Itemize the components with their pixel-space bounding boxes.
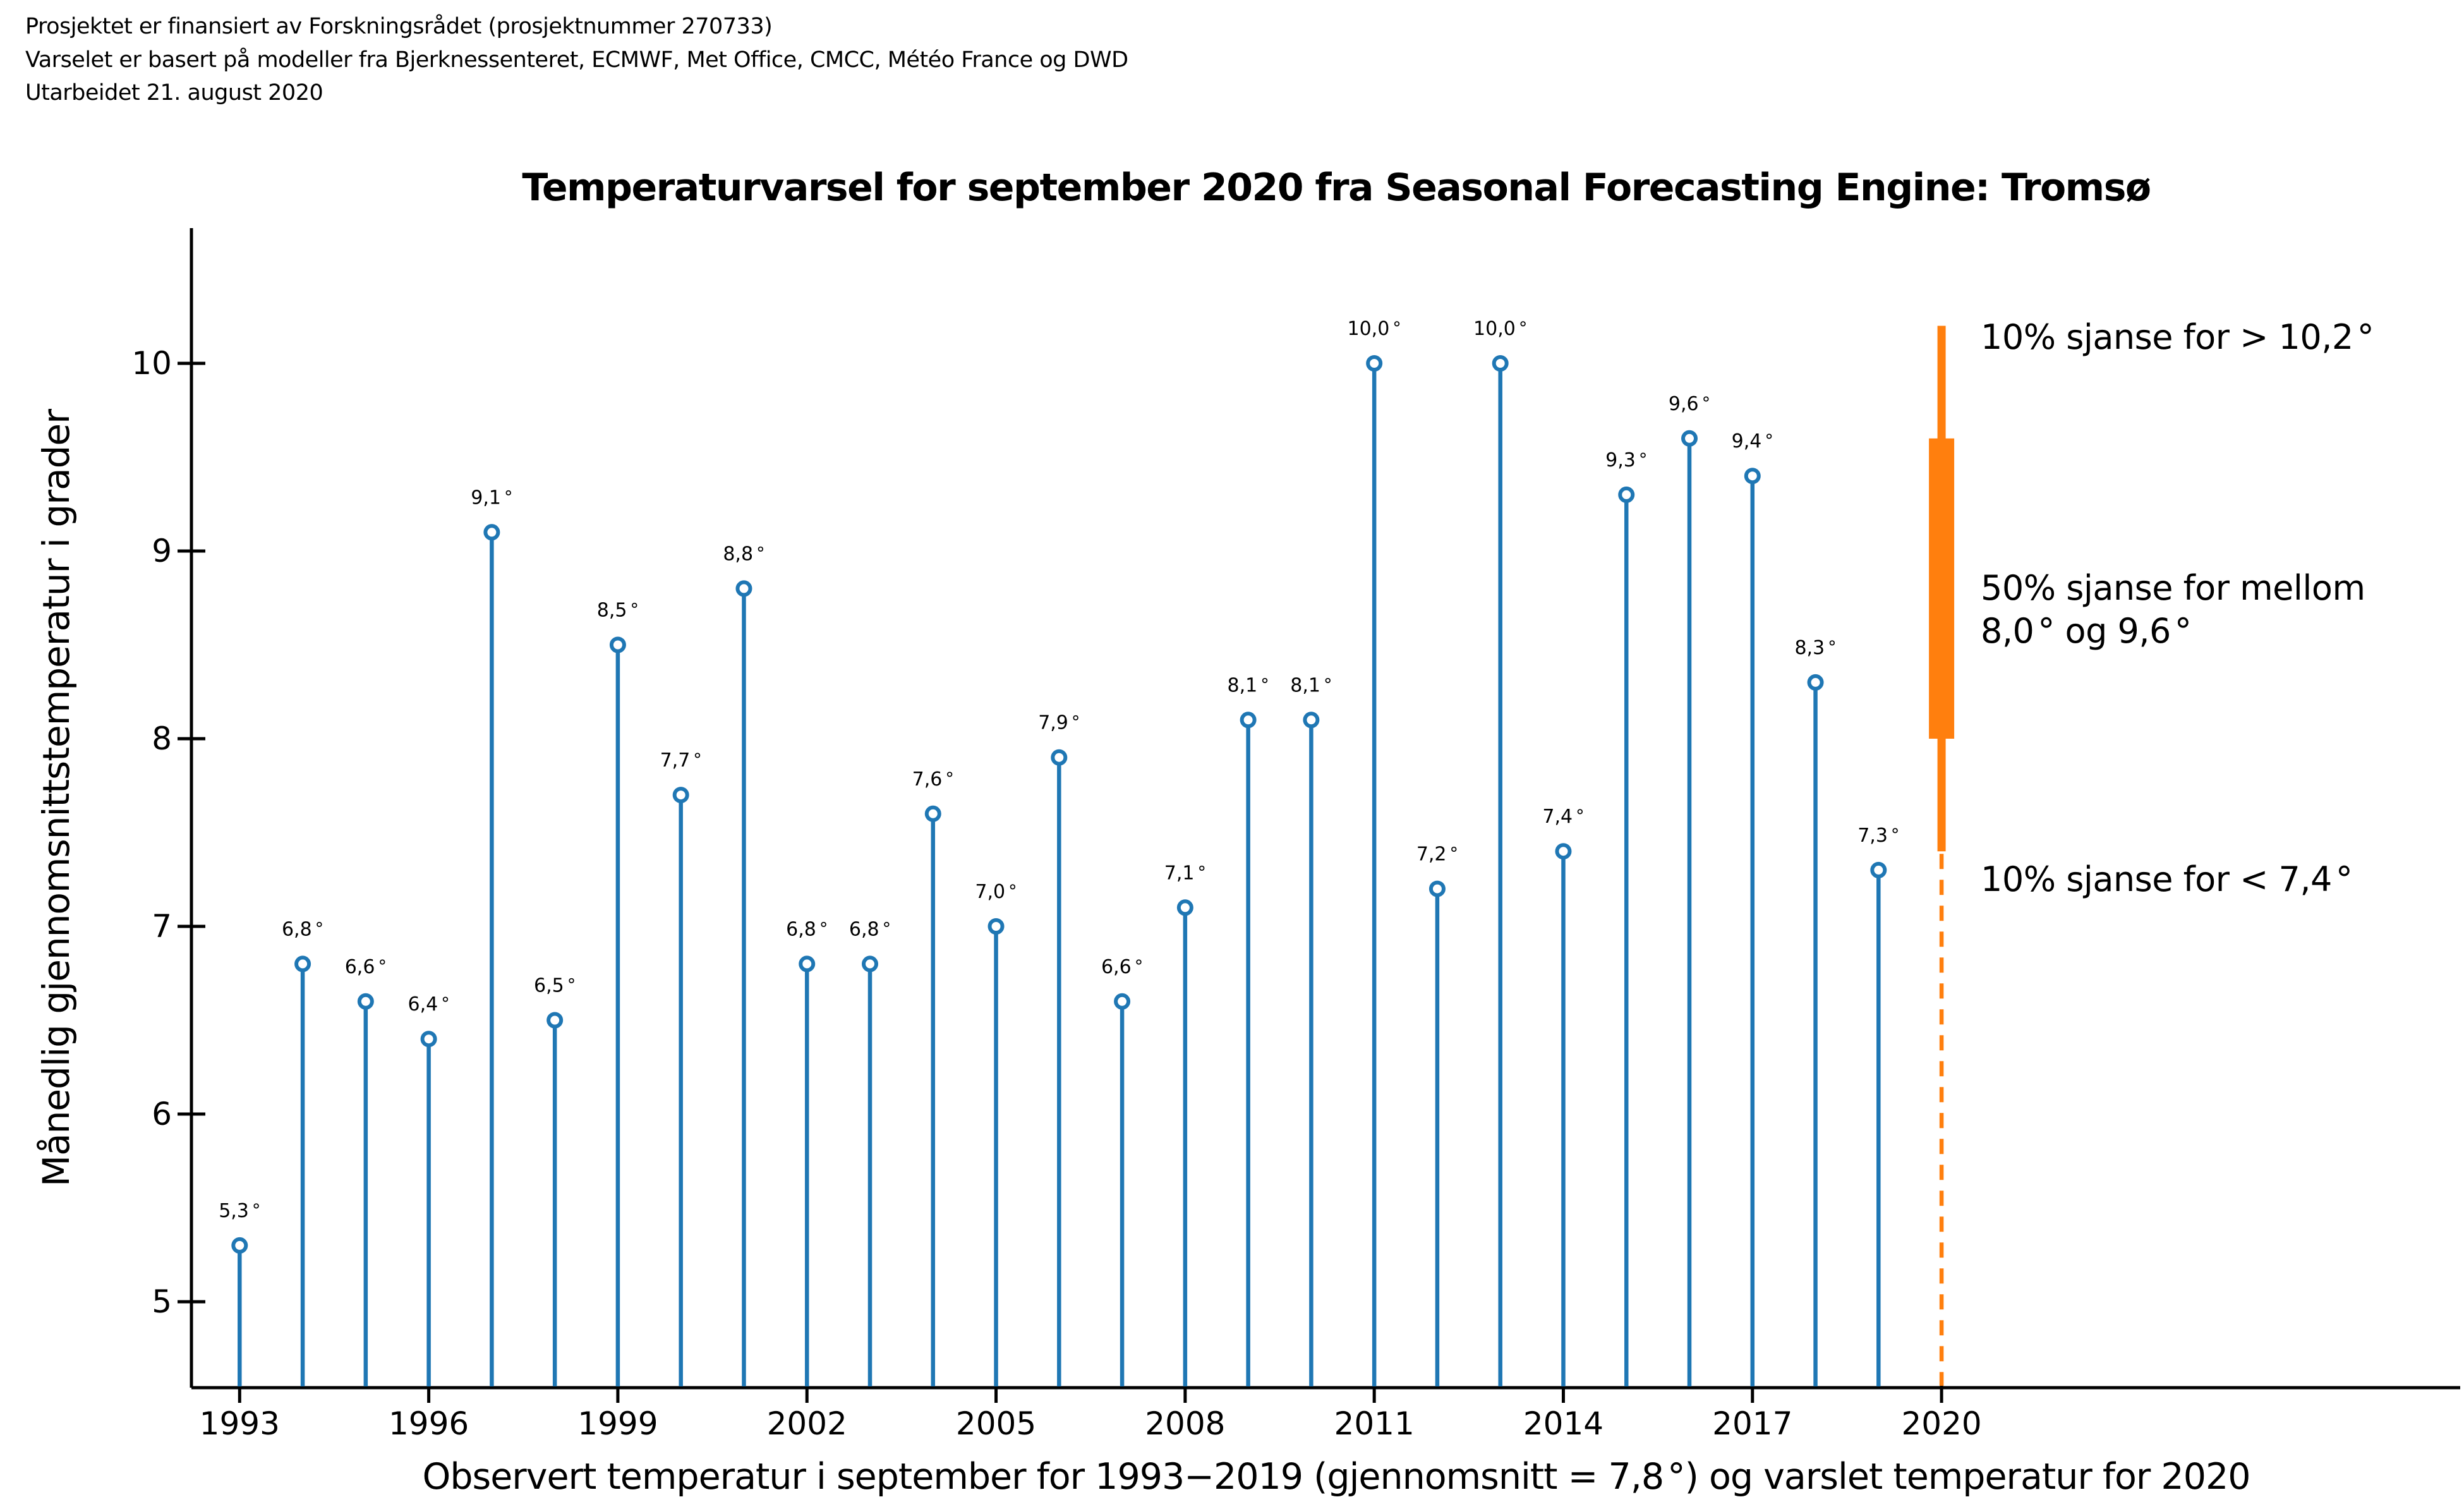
value-label-1996: 6,4 ° [408,993,450,1015]
marker-2015 [1618,486,1635,503]
y-tick-label-9: 9 [152,533,172,569]
marker-2009 [1240,712,1257,729]
value-label-1993: 5,3 ° [219,1200,260,1222]
marker-2004 [924,805,941,822]
value-label-2000: 7,7 ° [660,749,702,772]
value-label-2007: 6,6 ° [1101,956,1143,978]
value-label-2015: 9,3 ° [1605,449,1647,471]
value-label-2013: 10,0 ° [1473,318,1527,340]
marker-2002 [799,955,816,973]
source-note: Prosjektet er finansiert av Forskningsrå… [25,10,1128,110]
value-label-2014: 7,4 ° [1542,806,1584,828]
degree-sign: ° [2357,317,2374,357]
marker-1998 [547,1012,564,1029]
marker-2016 [1681,430,1698,447]
marker-2008 [1176,899,1193,916]
marker-2003 [862,955,878,973]
value-label-2003: 6,8 ° [849,918,891,940]
value-label-2018: 8,3 ° [1794,637,1836,659]
value-label-2016: 9,6 ° [1669,393,1710,415]
value-label-2011: 10,0 ° [1348,318,1401,340]
value-label-2019: 7,3 ° [1857,825,1899,847]
value-label-1997: 9,1 ° [471,487,512,509]
marker-2018 [1807,674,1824,691]
value-label-2005: 7,0 ° [975,881,1017,903]
annotation-interquartile-line-2: 8,0 ° og 9,6 ° [1981,610,2192,651]
value-label-1995: 6,6 ° [345,956,387,978]
marker-2019 [1870,861,1887,878]
y-tick-label-7: 7 [152,908,172,945]
source-note-line-3: Utarbeidet 21. august 2020 [25,80,323,106]
marker-1995 [357,993,374,1010]
marker-2017 [1744,468,1761,485]
y-tick-label-6: 6 [152,1096,172,1132]
x-tick-label-1993: 1993 [200,1405,280,1442]
marker-1999 [609,636,626,653]
y-tick-label-5: 5 [152,1283,172,1320]
value-label-2006: 7,9 ° [1038,712,1080,734]
chart-title: Temperaturvarsel for september 2020 fra … [522,166,2151,210]
degree-sign: ° [1667,1456,1685,1498]
value-label-2009: 8,1 ° [1228,674,1269,696]
y-tick-label-8: 8 [152,720,172,757]
degree-sign: ° [2174,610,2192,651]
source-note-line-1: Prosjektet er finansiert av Forskningsrå… [25,14,773,39]
x-axis-label: Observert temperatur i september for 199… [422,1456,2251,1498]
marker-1994 [294,955,311,973]
value-label-2010: 8,1 ° [1290,674,1332,696]
x-tick-label-1996: 1996 [389,1405,469,1442]
x-tick-label-2014: 2014 [1523,1405,1603,1442]
marker-2007 [1114,993,1131,1010]
annotation-upper-tail: 10% sjanse for > 10,2 ° [1981,317,2374,357]
value-label-2008: 7,1 ° [1164,862,1206,884]
x-tick-label-2002: 2002 [767,1405,847,1442]
value-label-1999: 8,5 ° [597,600,639,622]
value-label-1998: 6,5 ° [534,975,576,997]
marker-2010 [1303,712,1320,729]
value-label-2002: 6,8 ° [786,918,828,940]
marker-2006 [1051,749,1068,766]
x-tick-label-2005: 2005 [956,1405,1036,1442]
marker-2005 [987,918,1005,935]
value-label-2001: 8,8 ° [723,543,764,565]
marker-1996 [420,1031,437,1048]
source-note-line-2: Varselet er basert på modeller fra Bjerk… [25,47,1128,73]
degree-sign: ° [2038,610,2055,651]
x-tick-label-2017: 2017 [1712,1405,1792,1442]
x-tick-label-2008: 2008 [1145,1405,1225,1442]
x-tick-label-1999: 1999 [577,1405,658,1442]
x-tick-label-2011: 2011 [1334,1405,1415,1442]
marker-2000 [672,787,689,804]
marker-2012 [1428,880,1446,897]
x-tick-label-2020: 2020 [1901,1405,1981,1442]
marker-2011 [1366,355,1383,372]
value-label-2012: 7,2 ° [1416,844,1458,866]
marker-1997 [483,524,500,541]
value-label-1994: 6,8 ° [282,918,323,940]
marker-2001 [735,580,752,597]
value-label-2017: 9,4 ° [1732,430,1773,452]
marker-2014 [1555,843,1572,860]
degree-sign: ° [2335,859,2353,899]
annotation-interquartile: 50% sjanse for mellom 8,0 ° og 9,6 ° [1981,567,2365,652]
marker-1993 [231,1237,248,1254]
marker-2013 [1492,355,1509,372]
annotation-lower-tail: 10% sjanse for < 7,4 ° [1981,859,2353,899]
y-tick-label-10: 10 [131,345,172,382]
annotation-interquartile-line-1: 50% sjanse for mellom [1981,568,2365,608]
value-label-2004: 7,6 ° [912,768,954,791]
forecast-box [1929,438,1955,739]
